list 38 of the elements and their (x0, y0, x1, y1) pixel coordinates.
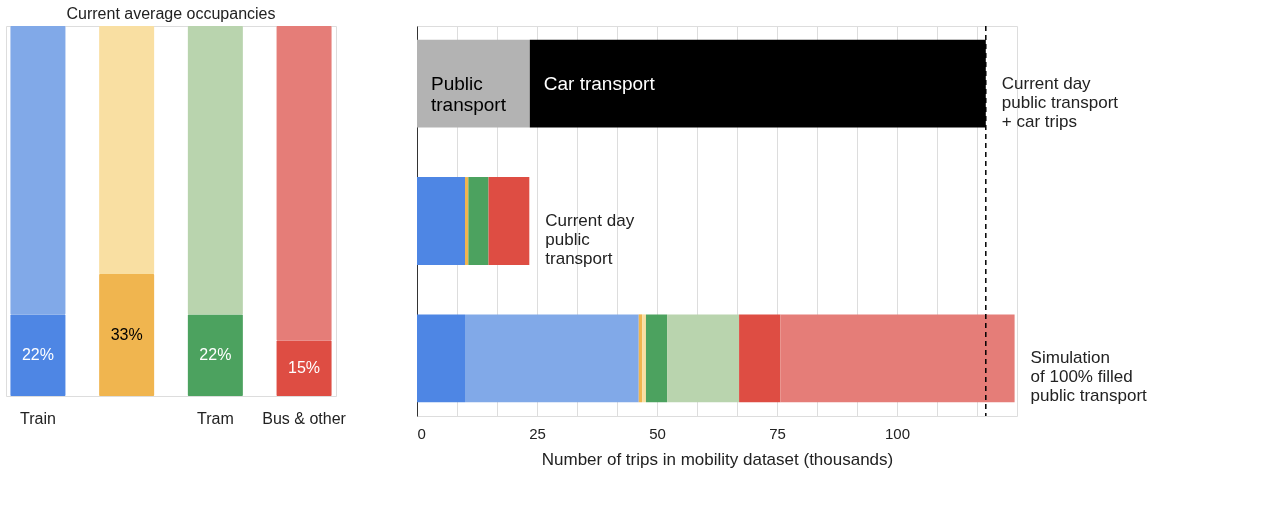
data-label: 15% (288, 359, 321, 377)
bar (187, 314, 243, 396)
series-label: Car transport (543, 72, 656, 94)
bar (99, 273, 155, 396)
annotation: Current day public transport + car trips (1001, 73, 1119, 131)
bar (10, 314, 66, 396)
bar (780, 314, 1015, 403)
x-tick-label: 25 (529, 424, 546, 442)
bar (468, 177, 489, 265)
bar (465, 314, 639, 403)
bar (645, 314, 668, 403)
annotation: Simulation of 100% filled public transport (1030, 348, 1148, 406)
x-tick-label: Bus & other (262, 409, 347, 427)
data-label: 22% (199, 346, 232, 364)
x-tick-label: 75 (769, 424, 786, 442)
bar (642, 314, 646, 403)
bar (10, 26, 66, 315)
x-tick-label: 100 (884, 424, 911, 442)
bar (417, 177, 465, 265)
chart-title: Current average occupancies (66, 5, 276, 22)
annotation: Current day public transport (545, 211, 635, 268)
bar (417, 314, 465, 403)
x-tick-label: 0 (417, 424, 426, 442)
x-tick-label: 50 (649, 424, 666, 442)
data-label: 22% (21, 346, 54, 364)
x-tick-label: Tram (196, 409, 234, 427)
bar (187, 26, 243, 315)
bar (276, 26, 332, 341)
series-label: Public transport (431, 72, 507, 115)
bar (739, 314, 781, 403)
bar (488, 177, 530, 265)
bar (99, 26, 155, 274)
x-tick-label: Train (20, 409, 56, 427)
bar (276, 340, 332, 396)
x-axis-title: Number of trips in mobility dataset (thousands) (541, 449, 894, 469)
data-label: 33% (110, 325, 143, 343)
bar (417, 39, 530, 128)
bar (667, 314, 740, 403)
